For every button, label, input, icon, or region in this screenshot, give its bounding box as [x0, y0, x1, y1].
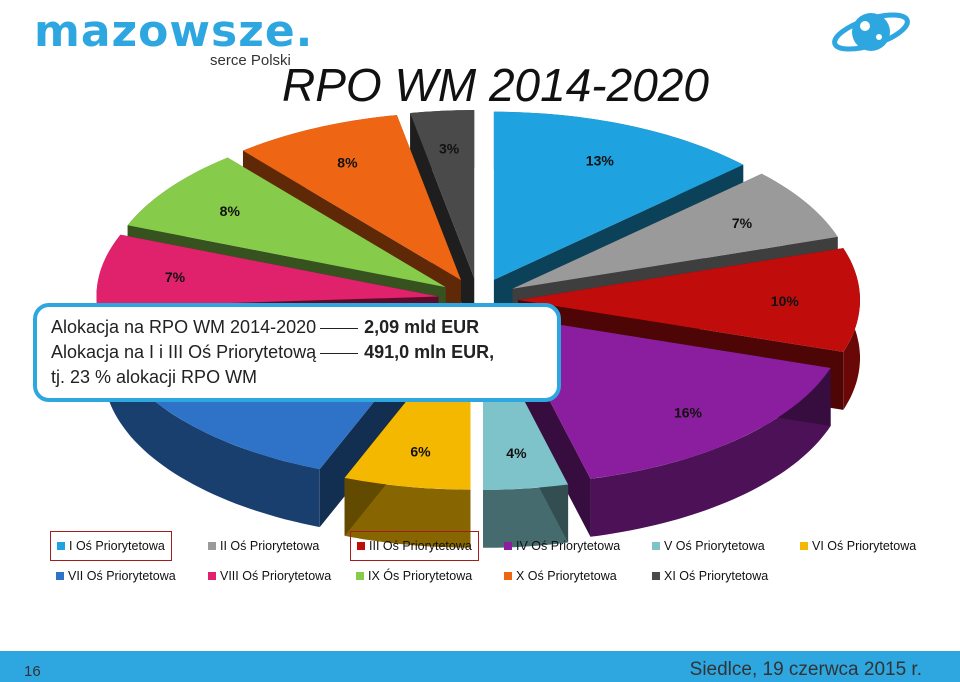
- legend-item-5: V Oś Priorytetowa: [652, 533, 765, 559]
- dash-separator: [320, 352, 359, 354]
- pie-label-1: 13%: [586, 153, 615, 169]
- info-line-2-value: 491,0 mln EUR,: [364, 342, 495, 362]
- pie-label-10: 8%: [337, 155, 358, 171]
- pie-label-8: 7%: [165, 269, 186, 285]
- legend-swatch: [356, 572, 364, 580]
- pie-slice-top: [512, 173, 838, 289]
- legend-item-11: XI Oś Priorytetowa: [652, 563, 768, 589]
- pie-slice-4: [505, 316, 831, 537]
- info-line-1-value: 2,09 mld EUR: [364, 317, 480, 337]
- pie-label-5: 4%: [506, 445, 527, 461]
- pie-slice-top: [96, 234, 439, 308]
- legend-swatch: [800, 542, 808, 550]
- legend-label: V Oś Priorytetowa: [664, 539, 765, 553]
- allocation-info-box: Alokacja na RPO WM 2014-2020 2,09 mld EUR…: [33, 303, 561, 402]
- logo-tagline: serce Polski: [210, 52, 291, 69]
- legend-swatch: [504, 572, 512, 580]
- legend-label: VII Oś Priorytetowa: [68, 569, 176, 583]
- pie-label-11: 3%: [439, 141, 460, 157]
- pie-slice-top: [127, 157, 446, 288]
- legend-label: X Oś Priorytetowa: [516, 569, 617, 583]
- pie-label-2: 7%: [732, 215, 753, 231]
- legend-swatch: [504, 542, 512, 550]
- info-line-1: Alokacja na RPO WM 2014-2020 2,09 mld EUR: [51, 315, 557, 340]
- legend-label: XI Oś Priorytetowa: [664, 569, 769, 583]
- pie-slice-top: [493, 111, 744, 280]
- footer-date: Siedlce, 19 czerwca 2015 r.: [689, 659, 922, 680]
- footer-bar: 16 Siedlce, 19 czerwca 2015 r.: [0, 651, 960, 682]
- legend-swatch: [652, 572, 660, 580]
- info-line-2-text: Alokacja na I i III Oś Priorytetową: [51, 342, 317, 362]
- legend-item-1: I Oś Priorytetowa: [50, 531, 172, 561]
- legend-item-6: VI Oś Priorytetowa: [800, 533, 916, 559]
- legend-item-3: III Oś Priorytetowa: [350, 531, 479, 561]
- legend-label: VIII Oś Priorytetowa: [220, 569, 332, 583]
- legend-label: III Oś Priorytetowa: [369, 539, 472, 553]
- logo-wordmark: mazowsze.: [34, 6, 314, 57]
- page-number: 16: [24, 663, 41, 680]
- page-title: RPO WM 2014-2020: [282, 59, 709, 111]
- legend-label: I Oś Priorytetowa: [69, 539, 165, 553]
- pie-label-9: 8%: [220, 203, 241, 219]
- mazowsze-logo: mazowsze. serce Polski: [34, 8, 312, 70]
- legend-item-10: X Oś Priorytetowa: [504, 563, 617, 589]
- legend-item-8: VIII Oś Priorytetowa: [208, 563, 331, 589]
- legend-item-2: II Oś Priorytetowa: [208, 533, 319, 559]
- info-line-3: tj. 23 % alokacji RPO WM: [51, 367, 258, 387]
- legend-label: II Oś Priorytetowa: [220, 539, 320, 553]
- legend-swatch: [652, 542, 660, 550]
- pie-slice-top: [410, 110, 475, 279]
- legend-swatch: [208, 542, 216, 550]
- legend-item-9: IX Ós Priorytetowa: [356, 563, 472, 589]
- legend-swatch: [357, 542, 365, 550]
- pie-slice-wall: [590, 368, 831, 537]
- pie-slice-wall: [104, 323, 320, 528]
- legend-label: IX Ós Priorytetowa: [368, 569, 473, 583]
- legend-item-4: IV Oś Priorytetowa: [504, 533, 620, 559]
- pie-label-6: 6%: [410, 443, 431, 459]
- legend-label: VI Oś Priorytetowa: [812, 539, 917, 553]
- info-line-1-text: Alokacja na RPO WM 2014-2020: [51, 317, 317, 337]
- legend-label: IV Oś Priorytetowa: [516, 539, 621, 553]
- pie-slice-top: [242, 115, 461, 281]
- legend-swatch: [208, 572, 216, 580]
- legend-swatch: [56, 572, 64, 580]
- pie-label-4: 16%: [674, 405, 703, 421]
- info-line-2: Alokacja na I i III Oś Priorytetową 491,0…: [51, 340, 557, 365]
- legend-item-7: VII Oś Priorytetowa: [56, 563, 176, 589]
- pie-slice-top: [505, 316, 831, 479]
- pie-slice-top: [518, 248, 861, 352]
- planet-icon: [832, 12, 910, 52]
- dash-separator: [320, 327, 359, 329]
- legend-swatch: [57, 542, 65, 550]
- pie-label-3: 10%: [771, 293, 800, 309]
